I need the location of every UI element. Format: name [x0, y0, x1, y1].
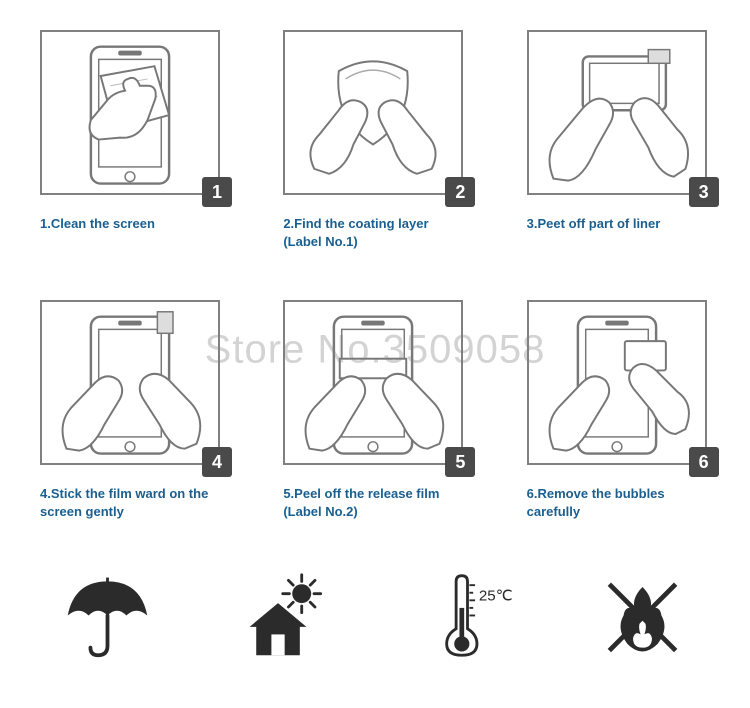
- step-6: 6 6.Remove the bubbles carefully: [527, 300, 710, 520]
- step-1-illustration: [42, 32, 218, 193]
- step-5-illustration: [285, 302, 461, 463]
- thermometer-icon: 25℃: [420, 570, 515, 660]
- sun-house-icon: [235, 570, 340, 660]
- step-5-box: 5: [283, 300, 463, 465]
- step-4-box: 4: [40, 300, 220, 465]
- safety-icons-row: 25℃: [40, 570, 710, 660]
- thermometer-label: 25℃: [479, 588, 513, 605]
- step-1-caption: 1.Clean the screen: [40, 215, 223, 233]
- step-6-caption: 6.Remove the bubbles carefully: [527, 485, 710, 520]
- step-3-box: 3: [527, 30, 707, 195]
- step-1-box: 1: [40, 30, 220, 195]
- step-1: 1 1.Clean the screen: [40, 30, 223, 250]
- step-6-illustration: [529, 302, 705, 463]
- step-3-caption: 3.Peet off part of liner: [527, 215, 710, 233]
- step-3-badge: 3: [689, 177, 719, 207]
- step-3-illustration: [529, 32, 705, 193]
- step-2-badge: 2: [445, 177, 475, 207]
- step-4-caption: 4.Stick the film ward on the screen gent…: [40, 485, 223, 520]
- step-6-box: 6: [527, 300, 707, 465]
- step-4-badge: 4: [202, 447, 232, 477]
- step-4-illustration: [42, 302, 218, 463]
- no-fire-icon: [595, 570, 690, 660]
- step-4: 4 4.Stick the film ward on the screen ge…: [40, 300, 223, 520]
- step-6-badge: 6: [689, 447, 719, 477]
- step-5: 5 5.Peel off the release film (Label No.…: [283, 300, 466, 520]
- steps-grid: 1 1.Clean the screen 2 2.Find the coatin…: [40, 30, 710, 520]
- step-5-caption: 5.Peel off the release film (Label No.2): [283, 485, 466, 520]
- step-1-badge: 1: [202, 177, 232, 207]
- step-2-box: 2: [283, 30, 463, 195]
- step-2: 2 2.Find the coating layer (Label No.1): [283, 30, 466, 250]
- umbrella-icon: [60, 570, 155, 660]
- step-2-illustration: [285, 32, 461, 193]
- step-2-caption: 2.Find the coating layer (Label No.1): [283, 215, 466, 250]
- step-3: 3 3.Peet off part of liner: [527, 30, 710, 250]
- step-5-badge: 5: [445, 447, 475, 477]
